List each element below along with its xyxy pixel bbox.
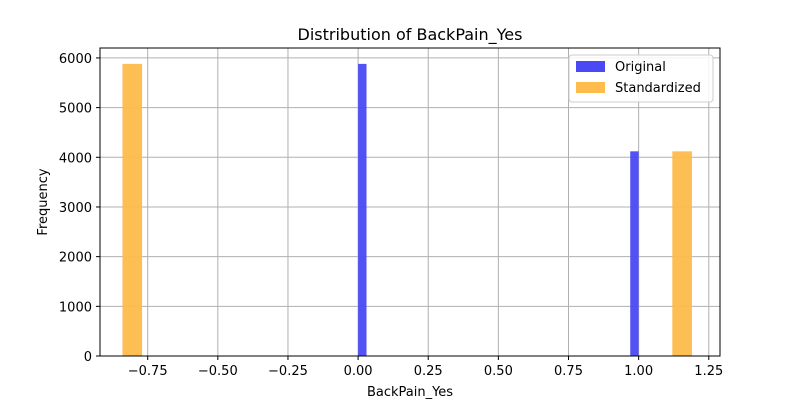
y-tick-label: 3000	[59, 201, 92, 216]
x-tick-label: 0.75	[554, 364, 583, 379]
y-tick-label: 1000	[59, 300, 92, 315]
bar-standardized-0	[122, 63, 143, 356]
legend-label-standardized: Standardized	[615, 81, 701, 96]
y-tick-label: 5000	[59, 102, 92, 117]
chart-title: Distribution of BackPain_Yes	[298, 25, 523, 45]
bar-standardized-1	[672, 151, 692, 356]
x-tick-label: −0.75	[128, 364, 168, 379]
y-tick-label: 2000	[59, 251, 92, 266]
bar-original-0	[358, 63, 367, 356]
legend: Original Standardized	[568, 54, 714, 103]
plot-frame	[99, 47, 721, 357]
x-axis: −0.75 −0.50 −0.25 0.00 0.25 0.50 0.75 1.00 1.25	[128, 356, 723, 379]
x-tick-label: 1.00	[624, 364, 653, 379]
bars-group	[122, 63, 692, 356]
y-axis: 0 1000 2000 3000 4000 5000 6000	[59, 52, 100, 365]
x-tick-label: −0.25	[268, 364, 308, 379]
y-tick-label: 6000	[59, 52, 92, 67]
x-tick-label: 0.25	[414, 364, 443, 379]
y-axis-title: Frequency	[36, 168, 51, 235]
x-axis-title: BackPain_Yes	[367, 385, 453, 400]
x-tick-label: 0.00	[344, 364, 373, 379]
legend-label-original: Original	[615, 60, 666, 75]
y-tick-label: 4000	[59, 151, 92, 166]
legend-swatch-standardized	[576, 82, 605, 93]
bar-original-1	[630, 151, 639, 356]
x-tick-label: 0.50	[484, 364, 513, 379]
y-tick-label: 0	[84, 350, 92, 365]
x-tick-label: 1.25	[694, 364, 723, 379]
x-tick-label: −0.50	[198, 364, 238, 379]
legend-swatch-original	[576, 61, 605, 72]
